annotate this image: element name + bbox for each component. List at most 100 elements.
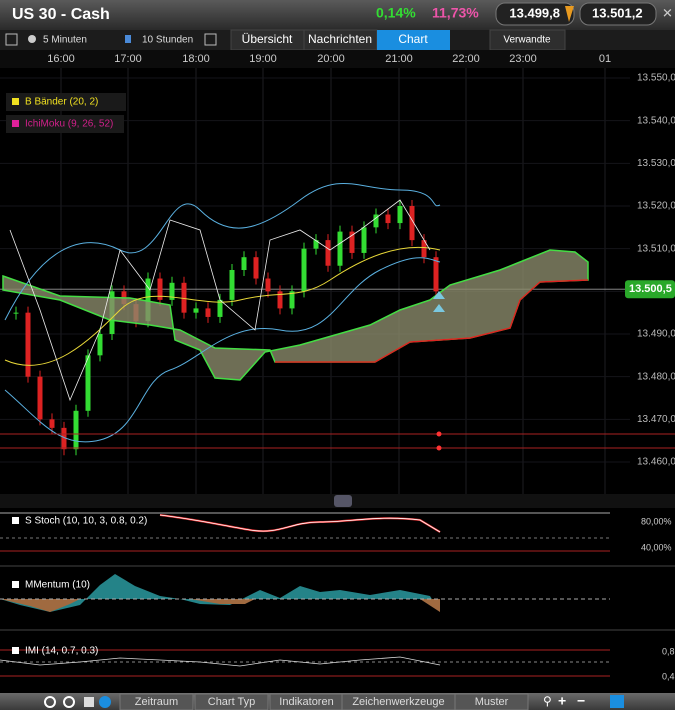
legend-label[interactable]: B Bänder (20, 2) <box>25 97 98 108</box>
panel-swatch <box>12 647 19 654</box>
range: 11,73% <box>432 5 479 21</box>
candle <box>145 278 151 322</box>
gear-icon[interactable] <box>28 35 36 43</box>
span[interactable]: 10 Stunden <box>142 35 193 46</box>
bottom-btn-label[interactable]: Zeitraum <box>135 696 178 708</box>
candle <box>385 214 391 224</box>
legend-label[interactable]: IchiMoku (9, 26, 52) <box>25 119 113 130</box>
stoch-line <box>159 514 441 533</box>
candle <box>277 291 283 309</box>
candle <box>61 427 67 450</box>
panel-level-label: 0,8 <box>662 646 675 656</box>
close-btn[interactable]: ✕ <box>662 5 673 20</box>
tab-label[interactable]: Übersicht <box>242 32 293 46</box>
candle <box>433 257 439 292</box>
bottom-btn[interactable] <box>454 693 529 710</box>
candle <box>13 312 19 314</box>
sort-icon[interactable] <box>99 696 111 708</box>
panel-label[interactable]: MMentum (10) <box>25 580 90 591</box>
change: 0,14% <box>376 5 416 21</box>
legend-item[interactable] <box>6 93 126 111</box>
title: US 30 - Cash <box>12 6 110 23</box>
cancel-icon[interactable] <box>63 696 75 708</box>
bid[interactable]: 13.499,8 <box>509 5 560 20</box>
time-label: 23:00 <box>509 53 537 65</box>
price-label: 13.540,0 <box>637 115 675 126</box>
price-label: 13.480,0 <box>637 371 675 382</box>
zoom-in[interactable]: + <box>558 693 566 709</box>
time-axis-bar <box>0 50 675 68</box>
current-price-label: 13.500,5 <box>629 283 672 295</box>
interval[interactable]: 5 Minuten <box>43 35 87 46</box>
momentum-area <box>0 574 440 612</box>
stoch-panel: S Stoch (10, 10, 3, 0.8, 0.2) 80,00% 40,… <box>0 512 672 552</box>
refresh-icon[interactable] <box>44 696 56 708</box>
candle <box>217 299 223 317</box>
price-label: 13.460,0 <box>637 457 675 468</box>
time-label: 16:00 <box>47 53 75 65</box>
bollinger-upper <box>4 183 441 321</box>
time-label: 01 <box>599 53 611 65</box>
candle <box>325 240 331 266</box>
candle <box>181 282 187 313</box>
candle <box>373 214 379 228</box>
candle <box>157 278 163 300</box>
panel-label[interactable]: S Stoch (10, 10, 3, 0.8, 0.2) <box>25 516 147 527</box>
signal-arrow <box>433 304 445 312</box>
bid-box[interactable] <box>495 2 575 26</box>
tab-label[interactable]: Chart <box>398 32 428 46</box>
candle <box>241 257 247 270</box>
candle <box>253 257 259 279</box>
bollinger-lower <box>4 257 441 443</box>
cloud-edge <box>275 279 589 363</box>
menu-icon[interactable] <box>5 33 18 46</box>
candle <box>37 376 43 420</box>
zoom-out[interactable]: − <box>577 693 585 709</box>
panel-swatch <box>12 517 19 524</box>
candle <box>193 308 199 313</box>
pen-icon[interactable] <box>84 697 94 707</box>
ask[interactable]: 13.501,2 <box>592 5 643 20</box>
related[interactable]: Verwandte <box>503 35 551 46</box>
bottom-btn-label[interactable]: Muster <box>475 696 509 708</box>
tab-label[interactable]: Nachrichten <box>308 32 372 46</box>
panel-label[interactable]: IMI (14, 0.7, 0.3) <box>25 646 98 657</box>
settings-icon[interactable] <box>610 695 624 708</box>
candle <box>97 334 103 356</box>
lagging-line <box>9 199 431 402</box>
price-label: 13.550,0 <box>637 73 675 84</box>
bottom-btn[interactable] <box>194 693 269 710</box>
candle <box>229 270 235 300</box>
ask-box[interactable] <box>579 2 657 26</box>
time-label: 20:00 <box>317 53 345 65</box>
tab-active[interactable] <box>377 30 450 50</box>
candle <box>49 419 55 428</box>
price-label: 13.470,0 <box>637 414 675 425</box>
bottom-btn-label[interactable]: Chart Typ <box>208 696 256 708</box>
signal-arrow <box>433 291 445 299</box>
splitter-handle[interactable] <box>334 495 352 507</box>
price-label: 13.520,0 <box>637 201 675 212</box>
time-label: 21:00 <box>385 53 413 65</box>
bottom-btn-label[interactable]: Zeichenwerkzeuge <box>352 696 444 708</box>
stoch-line <box>159 514 441 533</box>
candle <box>205 308 211 317</box>
level-dot <box>436 431 442 437</box>
legend-swatch <box>12 120 19 127</box>
zoom-icon[interactable]: ⚲ <box>543 694 552 708</box>
time-label: 19:00 <box>249 53 277 65</box>
candle <box>265 278 271 292</box>
candle <box>349 231 355 253</box>
candle <box>337 231 343 266</box>
candle <box>421 240 427 258</box>
momentum-area-neg <box>0 599 440 612</box>
bottom-btn[interactable] <box>119 693 194 710</box>
panel-swatch <box>12 581 19 588</box>
price-label: 13.510,0 <box>637 243 675 254</box>
candle <box>289 291 295 309</box>
time-label: 17:00 <box>114 53 142 65</box>
calendar-icon[interactable] <box>204 33 217 46</box>
candle <box>397 206 403 224</box>
legend-item[interactable] <box>6 115 124 133</box>
bottom-btn-label[interactable]: Indikatoren <box>279 696 333 708</box>
